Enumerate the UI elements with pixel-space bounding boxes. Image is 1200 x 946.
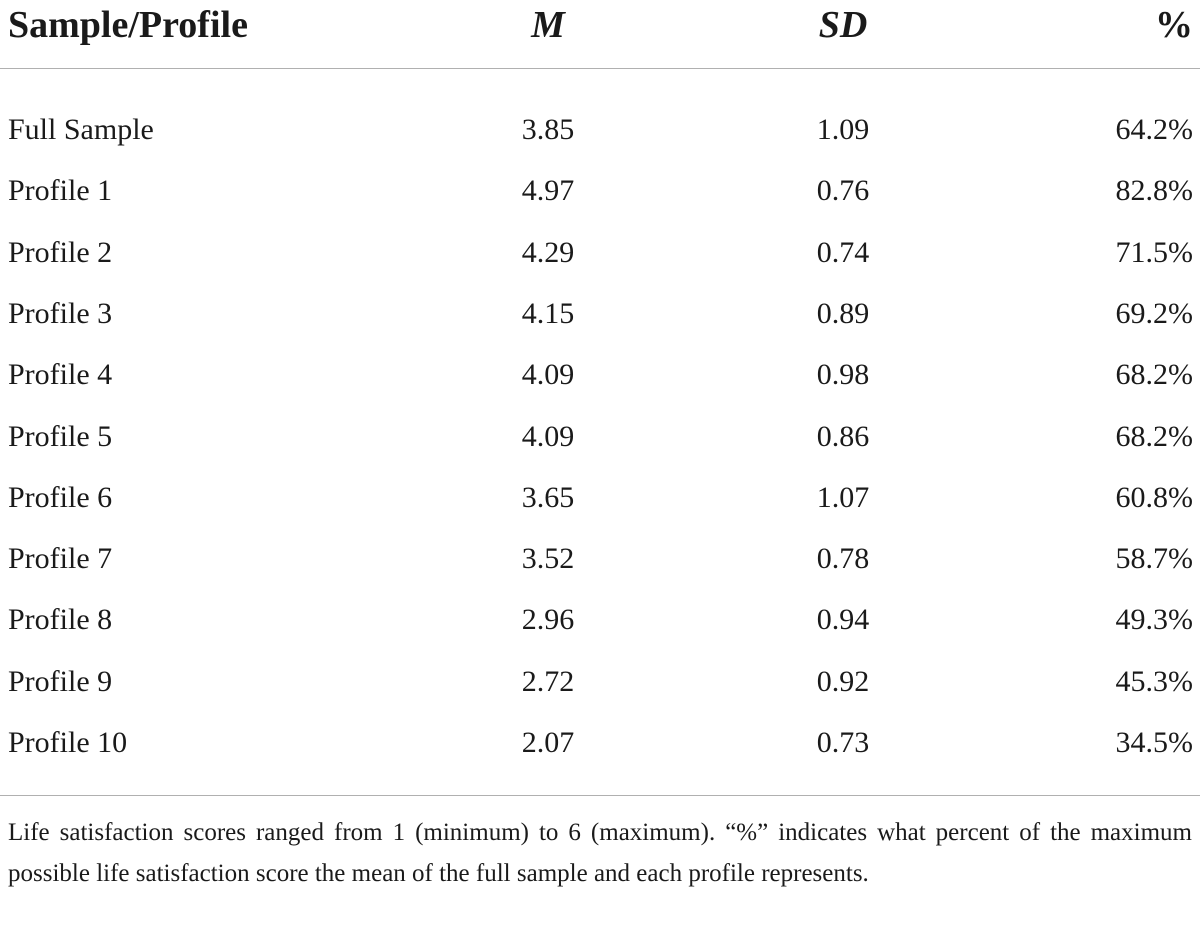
table-cell: 0.74 [816,235,870,269]
table-cell: Profile 10 [8,726,128,759]
table-cell: 58.7% [1115,542,1194,576]
table-cell: Profile 2 [8,235,113,269]
table-cell: 45.3% [1115,664,1194,698]
table-cell: 4.29 [521,235,575,269]
table-cell: Full Sample [8,113,154,146]
table-cell: 68.2% [1115,358,1194,392]
table-cell: 0.94 [816,603,870,637]
footnote: Life satisfaction scores ranged from 1 (… [8,819,1192,887]
table-cell: Profile 4 [8,358,113,392]
table-cell: 4.15 [521,296,575,330]
table-cell: 2.96 [521,603,575,637]
header-rule [0,68,1200,69]
table-cell: Profile 7 [8,542,113,576]
bottom-rule [0,795,1200,796]
table-cell: Profile 5 [8,419,113,453]
table-cell: 0.92 [816,664,870,698]
table-cell: 1.07 [816,480,870,514]
header-cell: SD [818,4,868,46]
table-cell: 64.2% [1115,113,1194,146]
table-cell: 34.5% [1115,726,1194,759]
table-cell: 71.5% [1115,235,1194,269]
table-cell: Profile 9 [8,664,113,698]
table-cell: 68.2% [1115,419,1194,453]
table-cell: 69.2% [1115,296,1194,330]
table-cell: 1.09 [816,113,870,146]
header-cell: % [1155,4,1193,46]
table-cell: 0.89 [816,296,870,330]
table-cell: 4.09 [521,419,575,453]
table-cell: 82.8% [1115,174,1194,208]
table-cell: Profile 1 [8,174,113,208]
table-cell: 0.98 [816,358,870,392]
table-cell: 2.07 [521,726,575,759]
table-cell: 0.86 [816,419,870,453]
table-cell: 3.52 [521,542,575,576]
table-cell: 3.65 [521,480,575,514]
table-cell: 0.78 [816,542,870,576]
table-cell: 4.09 [521,358,575,392]
table-cell: 0.73 [816,726,870,759]
table-cell: Profile 6 [8,480,113,514]
header-cell: Sample/Profile [8,4,248,46]
table-cell: 60.8% [1115,480,1194,514]
table-cell: 3.85 [521,113,575,146]
table-cell: Profile 8 [8,603,113,637]
table-cell: 2.72 [521,664,575,698]
table-cell: 0.76 [816,174,870,208]
table-cell: Profile 3 [8,296,113,330]
header-cell: M [531,4,565,46]
table-cell: 4.97 [521,174,575,208]
table-cell: 49.3% [1115,603,1194,637]
